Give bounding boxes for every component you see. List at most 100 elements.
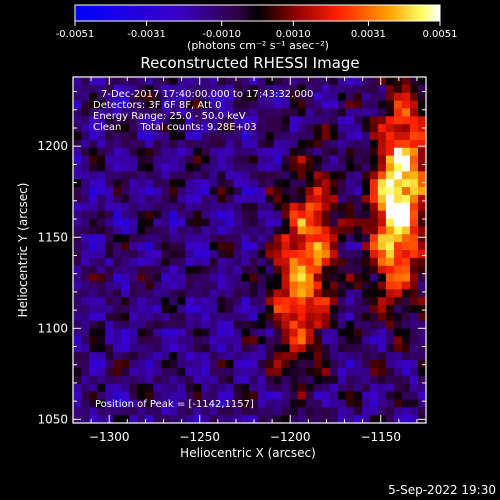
heatmap-cell <box>225 124 234 133</box>
heatmap-cell <box>89 281 98 290</box>
heatmap-cell <box>201 194 210 204</box>
heatmap-cell <box>185 289 194 298</box>
heatmap-cell <box>89 250 98 259</box>
heatmap-cell <box>185 84 194 94</box>
info-line-2: Detectors: 3F 6F 8F, Att 0 <box>93 100 221 111</box>
heatmap-cell <box>233 352 242 361</box>
heatmap-cell <box>289 77 299 86</box>
heatmap-cell <box>121 328 130 337</box>
heatmap-cell <box>161 312 170 322</box>
heatmap-cell <box>409 163 419 172</box>
heatmap-cell <box>177 320 186 330</box>
heatmap-cell <box>177 132 186 141</box>
heatmap-cell <box>185 312 194 322</box>
heatmap-cell <box>337 234 347 243</box>
heatmap-cell <box>329 273 339 282</box>
heatmap-cell <box>385 210 395 219</box>
heatmap-cell <box>145 375 154 385</box>
heatmap-cell <box>289 218 299 227</box>
heatmap-cell <box>337 202 347 212</box>
heatmap-cell <box>377 328 387 337</box>
heatmap-cell <box>241 124 250 133</box>
heatmap-cell <box>81 399 90 408</box>
heatmap-cell <box>129 257 138 267</box>
heatmap-cell <box>409 375 419 385</box>
heatmap-cell <box>369 179 379 188</box>
heatmap-cell <box>353 305 363 314</box>
heatmap-cell <box>401 155 411 164</box>
heatmap-cell <box>89 226 98 235</box>
heatmap-cell <box>393 265 403 274</box>
heatmap-cell <box>417 139 427 149</box>
heatmap-cell <box>89 391 98 400</box>
heatmap-cell <box>265 383 274 392</box>
heatmap-cell <box>81 289 90 298</box>
heatmap-cell <box>369 187 379 196</box>
heatmap-cell <box>305 344 315 353</box>
heatmap-cell <box>129 391 138 400</box>
heatmap-cell <box>321 187 331 196</box>
heatmap-cell <box>81 171 90 180</box>
heatmap-cell <box>185 100 194 109</box>
heatmap-cell <box>121 360 130 369</box>
heatmap-cell <box>321 202 331 212</box>
heatmap-cell <box>81 391 90 400</box>
heatmap-cell <box>393 297 403 306</box>
heatmap-cell <box>169 257 178 267</box>
heatmap-cell <box>321 132 331 141</box>
heatmap-cell <box>257 163 266 172</box>
heatmap-cell <box>89 171 98 180</box>
heatmap-cell <box>97 257 106 267</box>
heatmap-cell <box>137 108 146 117</box>
heatmap-cell <box>129 210 138 219</box>
heatmap-cell <box>193 100 202 109</box>
heatmap-cell <box>233 84 242 94</box>
heatmap-cell <box>225 179 234 188</box>
heatmap-cell <box>97 187 106 196</box>
heatmap-cell <box>97 84 106 94</box>
heatmap-cell <box>409 344 419 353</box>
heatmap-cell <box>385 383 395 392</box>
heatmap-cell <box>281 281 291 290</box>
heatmap-cell <box>137 273 146 282</box>
heatmap-cell <box>81 179 90 188</box>
heatmap-cell <box>81 124 90 133</box>
heatmap-cell <box>113 187 122 196</box>
heatmap-cell <box>353 328 363 337</box>
heatmap-cell <box>217 202 226 212</box>
heatmap-cell <box>89 257 98 267</box>
heatmap-cell <box>169 312 178 322</box>
heatmap-cell <box>201 344 210 353</box>
heatmap-cell <box>153 84 162 94</box>
heatmap-cell <box>361 281 371 290</box>
heatmap-cell <box>385 108 395 117</box>
heatmap-cell <box>281 194 291 204</box>
heatmap-cell <box>321 147 331 157</box>
heatmap-cell <box>161 210 170 219</box>
heatmap-cell <box>193 399 202 408</box>
heatmap-cell <box>273 336 282 345</box>
heatmap-cell <box>209 305 218 314</box>
heatmap-cell <box>73 171 82 180</box>
heatmap-cell <box>145 367 154 377</box>
heatmap-cell <box>337 163 347 172</box>
heatmap-cell <box>361 226 371 235</box>
heatmap-cell <box>297 77 307 86</box>
heatmap-cell <box>201 312 210 322</box>
heatmap-cell <box>313 100 323 109</box>
heatmap-cell <box>145 305 154 314</box>
heatmap-cell <box>153 226 162 235</box>
heatmap-cell <box>185 375 194 385</box>
heatmap-cell <box>281 92 291 101</box>
peak-label: Position of Peak = [-1142,1157] <box>95 399 254 410</box>
heatmap-cell <box>241 281 250 290</box>
heatmap-cell <box>401 92 411 101</box>
heatmap-cell <box>329 132 339 141</box>
heatmap-cell <box>137 265 146 274</box>
heatmap-cell <box>249 234 258 243</box>
heatmap-cell <box>185 132 194 141</box>
heatmap-cell <box>401 187 411 196</box>
heatmap-cell <box>329 289 339 298</box>
heatmap-cell <box>137 116 146 125</box>
heatmap-cell <box>185 210 194 219</box>
